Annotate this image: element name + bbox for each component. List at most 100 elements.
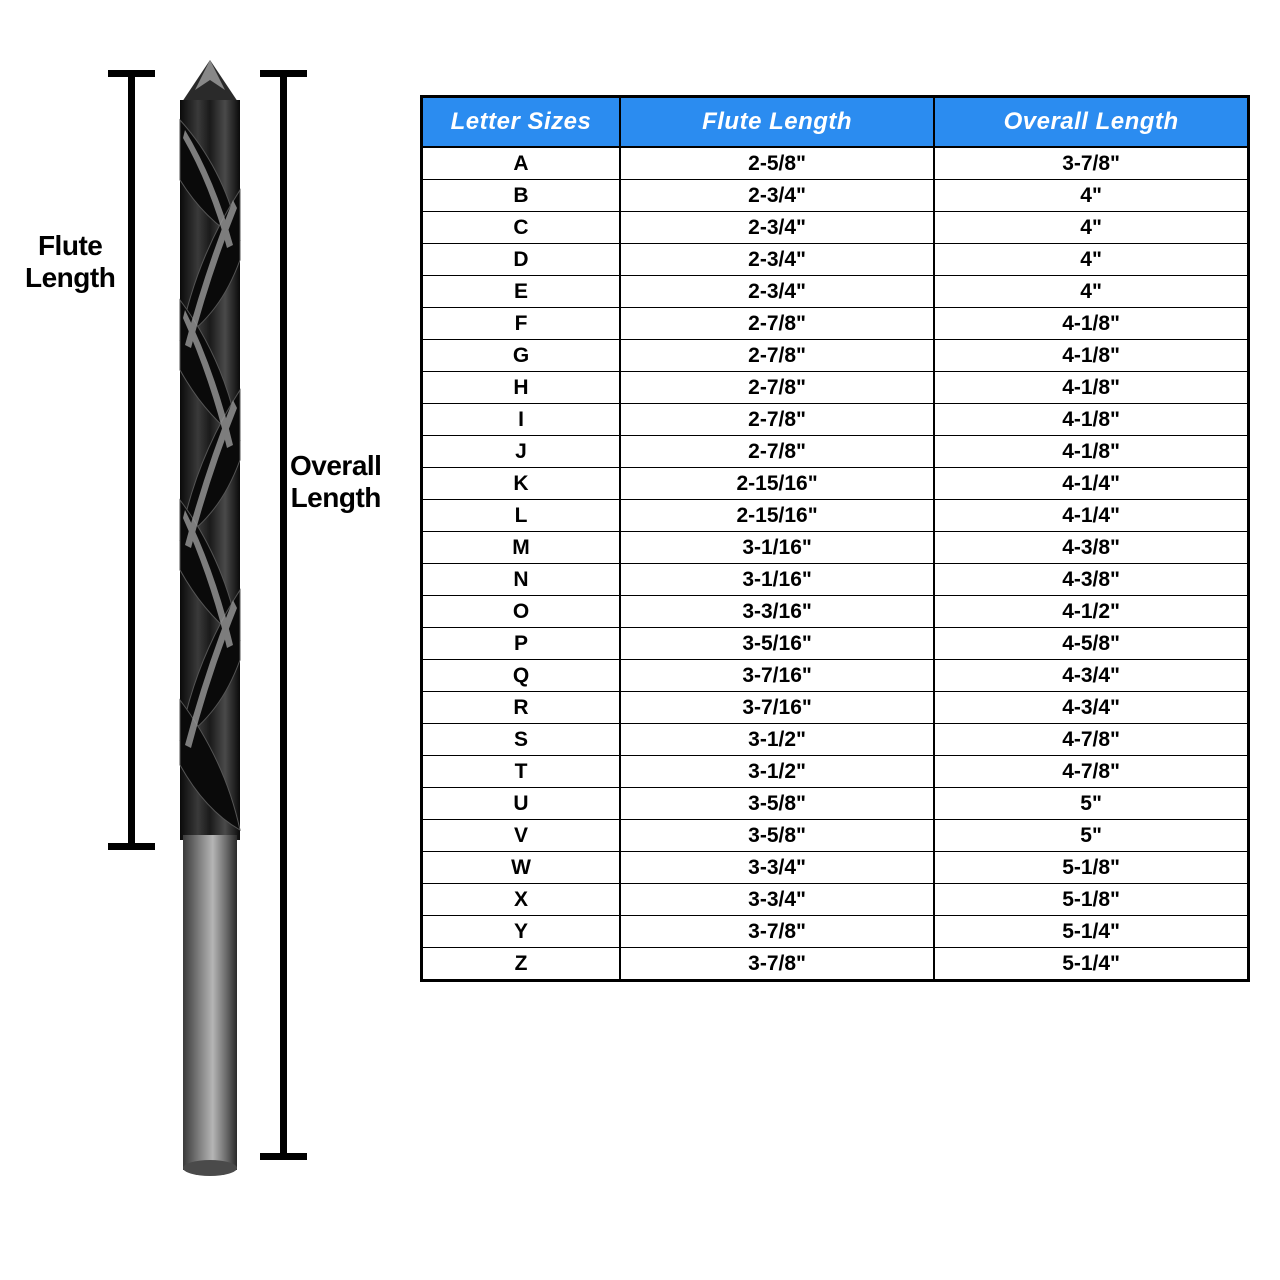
- table-cell: K: [422, 468, 620, 500]
- table-cell: M: [422, 532, 620, 564]
- table-cell: 5": [934, 788, 1248, 820]
- table-cell: 4": [934, 180, 1248, 212]
- table-cell: 2-7/8": [620, 340, 934, 372]
- table-row: J2-7/8"4-1/8": [422, 436, 1249, 468]
- table-cell: 4-1/4": [934, 500, 1248, 532]
- table-cell: 3-3/16": [620, 596, 934, 628]
- table-cell: C: [422, 212, 620, 244]
- table-cell: H: [422, 372, 620, 404]
- table-cell: 2-7/8": [620, 436, 934, 468]
- table-cell: 4-3/8": [934, 532, 1248, 564]
- table-cell: I: [422, 404, 620, 436]
- table-cell: Y: [422, 916, 620, 948]
- table-cell: L: [422, 500, 620, 532]
- table-cell: 4-7/8": [934, 724, 1248, 756]
- table-cell: 2-3/4": [620, 212, 934, 244]
- table-cell: 3-7/16": [620, 692, 934, 724]
- table-cell: X: [422, 884, 620, 916]
- table-row: B2-3/4"4": [422, 180, 1249, 212]
- table-cell: A: [422, 147, 620, 180]
- table-cell: 5-1/8": [934, 884, 1248, 916]
- table-cell: 4-3/4": [934, 692, 1248, 724]
- table-row: T3-1/2"4-7/8": [422, 756, 1249, 788]
- table-cell: 4": [934, 276, 1248, 308]
- table-cell: W: [422, 852, 620, 884]
- table-cell: 3-1/2": [620, 756, 934, 788]
- drill-diagram: Flute Length Overall Length: [20, 60, 420, 1220]
- table-cell: Z: [422, 948, 620, 981]
- table-row: O3-3/16"4-1/2": [422, 596, 1249, 628]
- table-row: W3-3/4"5-1/8": [422, 852, 1249, 884]
- table-row: D2-3/4"4": [422, 244, 1249, 276]
- table-cell: F: [422, 308, 620, 340]
- table-row: X3-3/4"5-1/8": [422, 884, 1249, 916]
- table-cell: 2-15/16": [620, 500, 934, 532]
- table-cell: 4-1/4": [934, 468, 1248, 500]
- column-header: Flute Length: [620, 97, 934, 148]
- table-row: M3-1/16"4-3/8": [422, 532, 1249, 564]
- overall-label-line1: Overall: [290, 450, 381, 481]
- table-cell: 3-7/8": [934, 147, 1248, 180]
- table-cell: 3-7/8": [620, 948, 934, 981]
- column-header: Overall Length: [934, 97, 1248, 148]
- flute-bracket: [128, 70, 135, 850]
- overall-length-label: Overall Length: [290, 450, 381, 514]
- table-cell: 2-3/4": [620, 244, 934, 276]
- table-cell: 2-3/4": [620, 276, 934, 308]
- table-cell: 4-1/8": [934, 372, 1248, 404]
- table-cell: E: [422, 276, 620, 308]
- table-cell: 3-3/4": [620, 884, 934, 916]
- table-cell: P: [422, 628, 620, 660]
- table-cell: 4-1/8": [934, 404, 1248, 436]
- table-cell: 3-5/8": [620, 820, 934, 852]
- table-cell: R: [422, 692, 620, 724]
- table-row: P3-5/16"4-5/8": [422, 628, 1249, 660]
- table-row: H2-7/8"4-1/8": [422, 372, 1249, 404]
- table-cell: 5-1/8": [934, 852, 1248, 884]
- table-row: R3-7/16"4-3/4": [422, 692, 1249, 724]
- table-cell: 4-1/8": [934, 308, 1248, 340]
- table-cell: 2-15/16": [620, 468, 934, 500]
- table-cell: 2-5/8": [620, 147, 934, 180]
- column-header: Letter Sizes: [422, 97, 620, 148]
- table-cell: 3-1/16": [620, 564, 934, 596]
- table-cell: B: [422, 180, 620, 212]
- table-cell: V: [422, 820, 620, 852]
- table-row: L2-15/16"4-1/4": [422, 500, 1249, 532]
- table-cell: 4-3/8": [934, 564, 1248, 596]
- table-cell: N: [422, 564, 620, 596]
- table-cell: 2-7/8": [620, 404, 934, 436]
- table-cell: 5-1/4": [934, 948, 1248, 981]
- table-cell: 2-3/4": [620, 180, 934, 212]
- table-row: E2-3/4"4": [422, 276, 1249, 308]
- overall-label-line2: Length: [291, 482, 381, 513]
- table-row: I2-7/8"4-1/8": [422, 404, 1249, 436]
- table-cell: 3-7/16": [620, 660, 934, 692]
- table-cell: O: [422, 596, 620, 628]
- table-cell: 3-5/8": [620, 788, 934, 820]
- table-row: N3-1/16"4-3/8": [422, 564, 1249, 596]
- table-row: Y3-7/8"5-1/4": [422, 916, 1249, 948]
- table-cell: 3-1/16": [620, 532, 934, 564]
- table-cell: 4-1/2": [934, 596, 1248, 628]
- table-row: Z3-7/8"5-1/4": [422, 948, 1249, 981]
- size-table: Letter SizesFlute LengthOverall Length A…: [420, 95, 1250, 982]
- table-cell: Q: [422, 660, 620, 692]
- table-cell: 4": [934, 212, 1248, 244]
- table-row: G2-7/8"4-1/8": [422, 340, 1249, 372]
- table-row: K2-15/16"4-1/4": [422, 468, 1249, 500]
- table-cell: 4-1/8": [934, 340, 1248, 372]
- table-cell: 4": [934, 244, 1248, 276]
- table-cell: S: [422, 724, 620, 756]
- table-cell: 2-7/8": [620, 372, 934, 404]
- table-row: U3-5/8"5": [422, 788, 1249, 820]
- flute-label-line1: Flute: [38, 230, 102, 261]
- table-cell: 3-7/8": [620, 916, 934, 948]
- table-cell: 3-1/2": [620, 724, 934, 756]
- table-cell: 4-3/4": [934, 660, 1248, 692]
- table-row: A2-5/8"3-7/8": [422, 147, 1249, 180]
- flute-length-label: Flute Length: [25, 230, 115, 294]
- table-row: V3-5/8"5": [422, 820, 1249, 852]
- table-row: F2-7/8"4-1/8": [422, 308, 1249, 340]
- table-row: C2-3/4"4": [422, 212, 1249, 244]
